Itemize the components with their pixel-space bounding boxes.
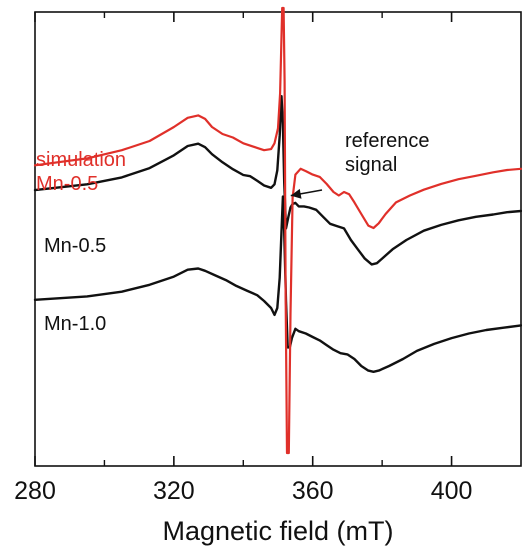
series-label-2-line-0: Mn-1.0 (44, 313, 106, 335)
plot-border (34, 11, 522, 467)
x-ticks (34, 12, 453, 466)
series-label-1-line-0: Mn-0.5 (44, 235, 106, 257)
x-tick-label-1: 320 (153, 477, 195, 505)
annotation-text-0-line-0: reference (345, 130, 430, 152)
series-label-0-line-0: simulation (36, 149, 126, 171)
series-lines (33, 6, 522, 455)
plot-frame (34, 11, 522, 467)
x-tick-label-2: 360 (292, 477, 334, 505)
series-label-0-line-1: Mn-0.5 (36, 173, 98, 195)
series-line-0 (33, 6, 522, 455)
annotation-arrow-head-0 (290, 188, 302, 199)
x-axis-label: Magnetic field (mT) (162, 516, 393, 546)
x-tick-label-0: 280 (14, 477, 56, 505)
annotation-text-0-line-1: signal (345, 154, 397, 176)
x-tick-labels: 280 320 360 400 (14, 477, 472, 505)
x-tick-label-3: 400 (431, 477, 473, 505)
